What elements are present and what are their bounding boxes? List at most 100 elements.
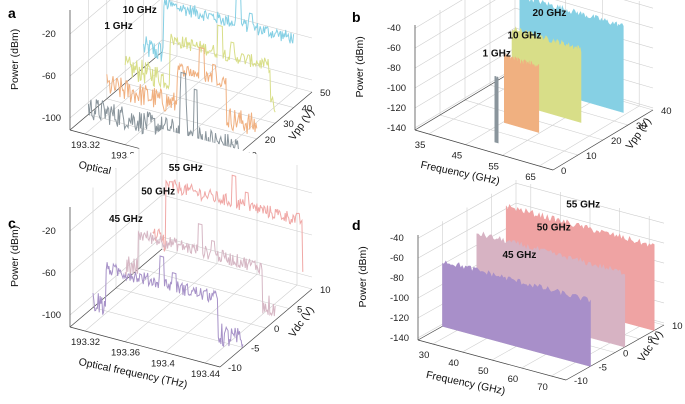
y-tick-label: -80 — [390, 273, 404, 284]
y-axis-label: Power (dBm) — [357, 246, 369, 307]
x-axis-label: Frequency (GHz) — [425, 369, 506, 397]
y-tick-label: -120 — [390, 313, 409, 324]
x-tick-label: 50 — [478, 366, 489, 377]
series-line-10-ghz — [106, 46, 258, 134]
y-axis-label: Power (dBm) — [354, 36, 366, 97]
panel-letter: a — [8, 5, 16, 21]
z-tick-label: 50 — [320, 88, 331, 99]
z-tick-label: 10 — [320, 285, 331, 296]
z-tick-label: -5 — [599, 362, 607, 373]
x-tick-label: 193.36 — [111, 151, 140, 162]
series-area-1-ghz — [494, 75, 499, 144]
x-tick-label: 193.32 — [71, 140, 100, 151]
z-tick-label: 20 — [265, 135, 276, 146]
grid-line — [69, 0, 313, 77]
y-tick-label: -40 — [390, 233, 404, 244]
series-line-55-ghz — [152, 174, 304, 272]
z-tick-label: 0 — [623, 349, 628, 360]
axis-line — [69, 248, 163, 328]
panel-c: 55 GHz 50 GHz 45 GHz 193.32 193.36 193.4 193.4… — [8, 129, 331, 391]
y-tick-label: -100 — [42, 310, 61, 321]
x-tick-label: 65 — [525, 172, 536, 183]
series-label: 55 GHz — [566, 200, 600, 211]
axis-line — [417, 339, 567, 381]
axis-line — [565, 324, 665, 381]
x-tick-label: 30 — [419, 350, 430, 361]
series-area-10-ghz — [503, 53, 540, 133]
y-tick-label: -20 — [42, 29, 56, 40]
panel-letter: b — [352, 9, 361, 25]
series-line-20-ghz — [124, 24, 276, 113]
y-tick-label: -100 — [387, 83, 406, 94]
grid-line — [84, 55, 178, 135]
x-tick-label: 55 — [488, 161, 499, 172]
y-tick-label: -20 — [42, 226, 56, 237]
panel-letter: c — [8, 215, 16, 231]
x-tick-label: 40 — [448, 358, 459, 369]
z-tick-label: 20 — [611, 136, 622, 147]
x-tick-label: 193.36 — [111, 348, 140, 359]
series-label: 20 GHz — [141, 0, 175, 1]
series-label: 1 GHz — [104, 21, 132, 32]
back-wall — [162, 0, 312, 92]
grid-line — [69, 0, 111, 35]
z-tick-label: 5 — [297, 305, 302, 316]
grid-line — [414, 0, 654, 49]
grid-line — [414, 0, 654, 29]
y-tick-label: -60 — [387, 43, 401, 54]
z-tick-label: 40 — [302, 104, 313, 115]
side-wall — [70, 0, 162, 130]
z-tick-label: 0 — [561, 166, 566, 177]
z-tick-label: 5 — [648, 335, 653, 346]
series-label: 45 GHz — [503, 250, 537, 261]
y-axis-label: Power (dBm) — [9, 226, 21, 287]
series-area-45-ghz — [442, 260, 591, 367]
y-tick-label: -60 — [42, 268, 56, 279]
series-label: 45 GHz — [109, 214, 143, 225]
series-line-30-ghz — [143, 0, 295, 62]
axis-line — [69, 51, 163, 131]
y-axis-label: Power (dBm) — [9, 29, 21, 90]
z-tick-label: -10 — [574, 376, 588, 387]
z-tick-label: -5 — [251, 344, 259, 355]
y-tick-label: -60 — [390, 253, 404, 264]
y-tick-label: -120 — [387, 103, 406, 114]
series-line-45-ghz — [92, 255, 244, 349]
x-tick-label: 193.4 — [151, 358, 175, 369]
x-tick-label: 45 — [452, 151, 463, 162]
z-tick-label: 40 — [661, 106, 672, 117]
x-tick-label: 193.32 — [71, 337, 100, 348]
axis-line — [414, 129, 554, 171]
y-tick-label: -140 — [387, 123, 406, 134]
series-label: 10 GHz — [508, 30, 542, 41]
axis-line — [219, 288, 313, 368]
x-tick-label: 193.44 — [191, 369, 220, 380]
y-tick-label: -40 — [387, 23, 401, 34]
x-tick-label: 70 — [537, 382, 548, 393]
y-tick-label: -140 — [390, 333, 409, 344]
axis-line — [69, 326, 221, 368]
z-tick-label: 10 — [586, 151, 597, 162]
z-tick-label: 0 — [274, 324, 279, 335]
series-label: 50 GHz — [537, 222, 571, 233]
series-label: 50 GHz — [141, 187, 175, 198]
y-tick-label: -60 — [42, 71, 56, 82]
z-tick-label: 30 — [283, 119, 294, 130]
z-tick-label: 10 — [672, 321, 683, 332]
x-tick-label: 60 — [508, 374, 519, 385]
panel-letter: d — [352, 217, 361, 233]
series-label: 20 GHz — [533, 8, 567, 19]
y-tick-label: -100 — [390, 293, 409, 304]
y-tick-label: -100 — [42, 113, 61, 124]
series-line-50-ghz — [124, 223, 276, 317]
series-label: 10 GHz — [123, 5, 157, 16]
back-wall — [162, 129, 312, 289]
axis-line — [552, 109, 654, 171]
z-tick-label: 30 — [636, 121, 647, 132]
x-tick-label: 35 — [415, 140, 426, 151]
y-tick-label: -80 — [387, 63, 401, 74]
series-label: 1 GHz — [483, 48, 511, 59]
